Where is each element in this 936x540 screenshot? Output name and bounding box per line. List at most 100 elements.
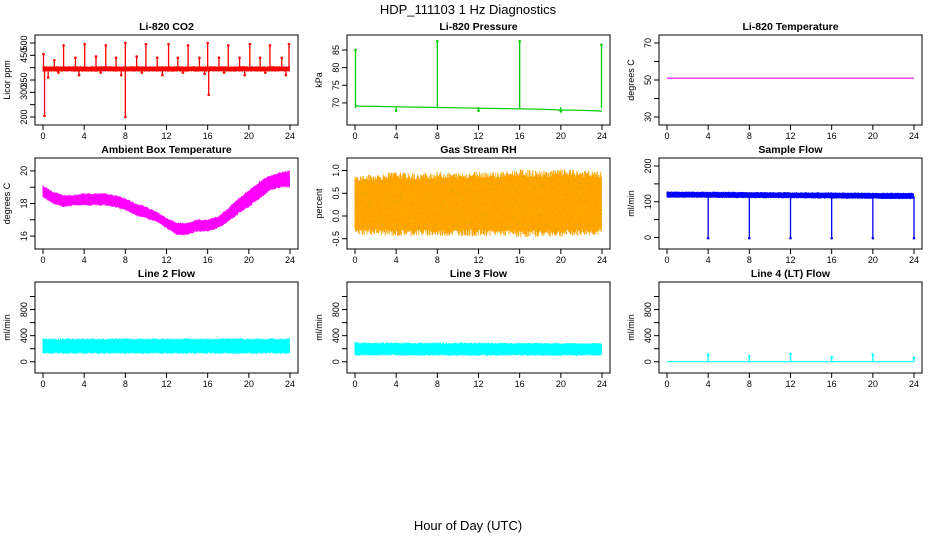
x-tick-label: 4 <box>394 131 399 141</box>
x-tick-label: 20 <box>244 255 254 265</box>
x-tick-label: 4 <box>394 379 399 389</box>
x-tick-label: 16 <box>515 379 525 389</box>
chart-data <box>666 191 916 240</box>
spike-point <box>706 353 710 356</box>
spike-point <box>706 236 710 240</box>
chart-data <box>667 352 916 363</box>
spike-point <box>748 355 751 358</box>
spike-point <box>83 42 86 46</box>
x-tick-label: 24 <box>597 131 607 141</box>
y-axis-label: ml/min <box>314 314 324 341</box>
x-tick-label: 8 <box>747 255 752 265</box>
spike-point <box>176 56 180 60</box>
x-tick-label: 0 <box>40 131 45 141</box>
x-tick-label: 12 <box>473 131 483 141</box>
x-tick-label: 16 <box>827 255 837 265</box>
spike-point <box>284 73 288 77</box>
chart-data <box>354 169 603 238</box>
plot-frame <box>34 34 299 126</box>
x-axis: 0 4 8 12 16 20 24 <box>664 124 919 141</box>
y-tick-label: 200 <box>643 158 653 173</box>
y-tick-label: 500 <box>19 35 29 50</box>
x-tick-label: 8 <box>435 379 440 389</box>
x-tick-label: 4 <box>82 379 87 389</box>
chart-panel-9: Line 4 (LT) Flow ml/min 0 4 8 12 16 20 24 0 400 800 <box>626 268 923 389</box>
spike-point <box>268 44 272 47</box>
spike-point <box>203 72 206 76</box>
x-tick-label: 24 <box>909 379 919 389</box>
spike-point <box>46 76 50 79</box>
y-tick-label: 0 <box>643 235 653 240</box>
y-tick-label: 30 <box>643 112 653 122</box>
spike-point <box>871 236 875 240</box>
x-tick-label: 8 <box>747 131 752 141</box>
x-tick-label: 16 <box>515 255 525 265</box>
spike-point <box>144 42 148 46</box>
x-tick-label: 12 <box>161 131 171 141</box>
x-tick-label: 16 <box>203 131 213 141</box>
chart-panel-3: Li-820 Temperature degrees C 0 4 8 12 16 20 24 30… <box>626 21 923 141</box>
y-axis-label: ml/min <box>626 314 636 341</box>
spike-point <box>124 115 127 119</box>
spike-point <box>114 56 118 60</box>
y-tick-label: 85 <box>331 45 341 55</box>
spike-point <box>99 71 102 74</box>
x-tick-label: 8 <box>123 255 128 265</box>
spike-point <box>600 43 603 47</box>
spike-point <box>155 56 159 60</box>
y-tick-label: 200 <box>19 109 29 124</box>
spike-point <box>287 42 291 46</box>
chart-title: Li-820 Temperature <box>742 21 838 33</box>
spike-point <box>222 71 226 74</box>
spike-point <box>912 356 916 360</box>
y-axis: 16 18 20 <box>19 166 36 241</box>
x-tick-label: 12 <box>785 379 795 389</box>
x-tick-label: 16 <box>827 131 837 141</box>
y-tick-label: -0.5 <box>331 231 341 247</box>
y-axis-label: degrees C <box>2 182 12 224</box>
x-tick-label: 0 <box>40 379 45 389</box>
y-axis-label: degrees C <box>626 59 636 101</box>
x-tick-label: 0 <box>40 255 45 265</box>
x-tick-label: 0 <box>664 255 669 265</box>
spike-point <box>226 44 230 47</box>
spike-point <box>280 56 284 60</box>
spike-point <box>248 42 252 46</box>
x-tick-label: 8 <box>123 379 128 389</box>
series-band <box>354 342 602 356</box>
x-axis: 0 4 8 12 16 20 24 <box>352 248 607 265</box>
x-tick-label: 4 <box>706 255 711 265</box>
spike-point <box>161 73 164 77</box>
spike-point <box>871 353 875 356</box>
x-tick-label: 16 <box>203 255 213 265</box>
y-tick-label: 0.0 <box>331 210 341 223</box>
x-tick-label: 8 <box>747 379 752 389</box>
spike-point <box>264 71 267 74</box>
spike-point <box>77 73 81 77</box>
x-tick-label: 4 <box>706 379 711 389</box>
spike-point <box>167 42 170 46</box>
x-tick-label: 12 <box>785 131 795 141</box>
chart-panel-8: Line 3 Flow ml/min 0 4 8 12 16 20 24 0 400 800 <box>314 268 611 389</box>
x-tick-label: 20 <box>244 131 254 141</box>
y-tick-label: 800 <box>643 302 653 317</box>
plot-frame <box>346 281 611 374</box>
y-tick-label: 70 <box>331 98 341 108</box>
spike-point <box>53 58 56 62</box>
x-tick-label: 20 <box>556 131 566 141</box>
x-tick-label: 24 <box>597 255 607 265</box>
y-tick-label: 100 <box>643 194 653 209</box>
y-axis: 30 50 70 <box>643 38 660 122</box>
x-tick-label: 16 <box>515 131 525 141</box>
x-tick-label: 20 <box>556 379 566 389</box>
spike-point <box>74 56 77 60</box>
x-tick-label: 4 <box>706 131 711 141</box>
x-tick-label: 24 <box>285 379 295 389</box>
spike-point <box>477 109 480 112</box>
y-axis-label: kPa <box>314 72 324 88</box>
x-tick-label: 4 <box>82 255 87 265</box>
chart-data <box>354 342 602 356</box>
y-axis: -0.5 0.0 0.5 1.0 <box>331 164 348 247</box>
x-tick-label: 12 <box>161 379 171 389</box>
